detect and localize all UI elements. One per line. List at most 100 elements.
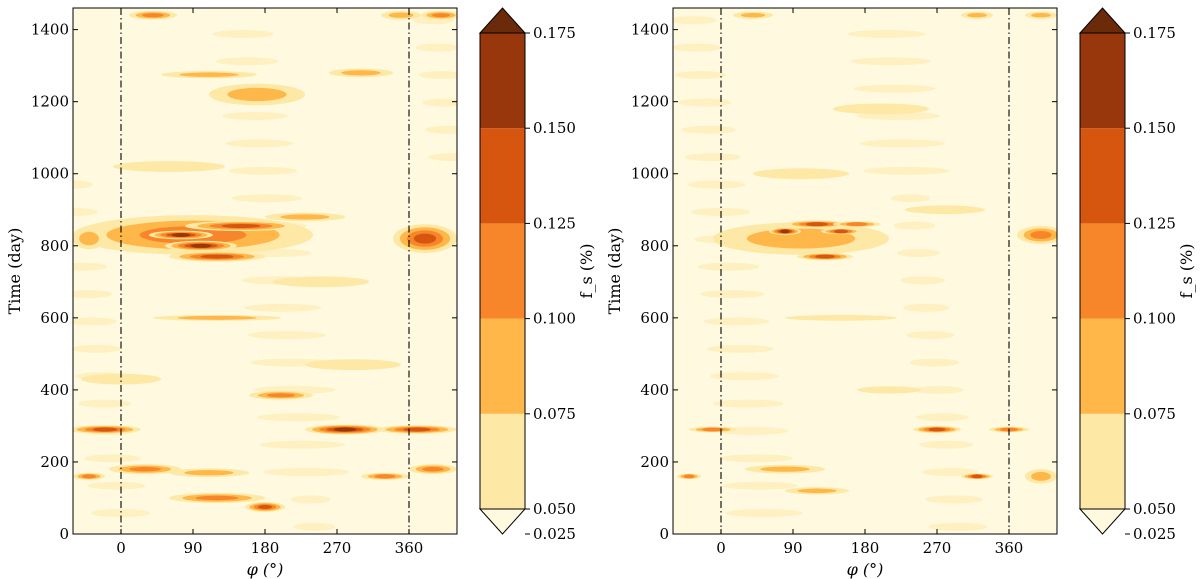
colorbar-tick-label: 0.100 [1133,310,1176,328]
contour-region [683,474,695,479]
contour-region [753,168,849,180]
colorbar-segment [1080,223,1125,319]
x-tick-label: 180 [251,539,280,557]
contour-region [79,231,99,246]
colorbar-frame [479,32,526,510]
contour-band [415,43,457,52]
contour-region [971,474,983,479]
y-tick-label: 600 [640,309,669,327]
contour-region [797,488,837,493]
contour-band [853,84,936,93]
contour-region [374,474,396,479]
colorbar-extend-min [478,508,527,535]
contour-panel-left: 0 90 180 270 360 0 200 400 600 800 1000 1200 1400 φ (… [5,7,596,579]
contour-band [722,481,798,490]
colorbar-segment [1080,33,1125,129]
colorbar-tick-label: 0.150 [533,119,576,137]
contour-region [928,427,946,432]
colorbar-tick-label: 0.125 [533,214,576,232]
contour-region [280,214,330,220]
contour-region [846,222,868,227]
contour-band [860,139,946,148]
x-axis-label: φ (°) [847,560,884,579]
x-tick-label: 270 [323,539,352,557]
contour-band [263,468,350,477]
colorbar-tick-label: 0.025 [533,525,576,543]
contour-band [225,139,293,148]
y-axis-label: Time (day) [5,228,24,315]
contour-region [1030,230,1052,239]
contour-region [195,495,239,501]
contour-band [925,495,983,504]
contour-band [73,344,122,353]
contour-band [922,468,979,477]
contour-band [896,248,941,257]
contour-band [228,166,298,175]
contour-band [681,125,736,134]
contour-band [428,153,457,162]
colorbar-tick-label: 0.075 [533,405,576,423]
contour-region [740,12,766,18]
contour-band [84,454,141,463]
contour-band [421,98,457,107]
contour-band [706,344,774,353]
contour-region [1031,12,1051,18]
colorbar-tick-label: 0.050 [533,500,576,518]
contour-band [697,262,760,271]
colorbar-tick-label: 0.050 [1133,500,1176,518]
contour-band [215,57,279,66]
contour-band [725,509,803,518]
contour-band [260,440,346,449]
colorbar-segment [480,223,525,319]
colorbar-segment [1080,413,1125,509]
contour-band [73,180,93,189]
contour-band [90,509,151,518]
colorbar-extend-max [1078,7,1127,34]
contour-band [912,385,964,394]
contour-band [675,71,727,80]
x-tick-label: 180 [851,539,880,557]
contour-region [702,427,724,432]
contour-region [113,161,225,172]
contour-band [928,522,988,531]
contour-band [73,207,98,216]
contour-region [129,466,161,472]
contour-band [673,43,722,52]
x-tick-label: 90 [783,539,802,557]
y-tick-label: 200 [640,453,669,471]
contour-region [190,243,212,248]
contour-region [341,70,381,76]
contour-band [78,399,132,408]
y-tick-label: 600 [40,309,69,327]
contour-band [850,57,931,66]
contour-band [678,98,732,107]
x-tick-label: 90 [183,539,202,557]
contour-band [73,262,108,271]
contour-region [1031,471,1051,481]
contour-band [700,290,765,299]
contour-band [719,454,793,463]
contour-region [432,13,450,18]
contour-region [266,393,296,398]
y-tick-label: 200 [40,453,69,471]
y-axis-label: Time (day) [605,228,624,315]
colorbar-extend-min [1078,508,1127,535]
colorbar-segment [480,413,525,509]
y-tick-label: 1200 [31,93,69,111]
contour-region [273,276,369,288]
contour-band [709,372,779,381]
y-tick-label: 400 [40,381,69,399]
colorbar-segment [480,33,525,129]
colorbar-tick-label: 0.075 [1133,405,1176,423]
contour-band [863,166,950,175]
contour-region [780,229,790,234]
contour-band [244,303,322,312]
contour-region [805,222,829,227]
contour-region [785,314,897,321]
contour-region [171,232,191,237]
contour-region [221,223,261,228]
contour-region [403,427,431,432]
contour-region [833,103,929,115]
contour-band [231,194,303,203]
contour-band [212,29,274,38]
